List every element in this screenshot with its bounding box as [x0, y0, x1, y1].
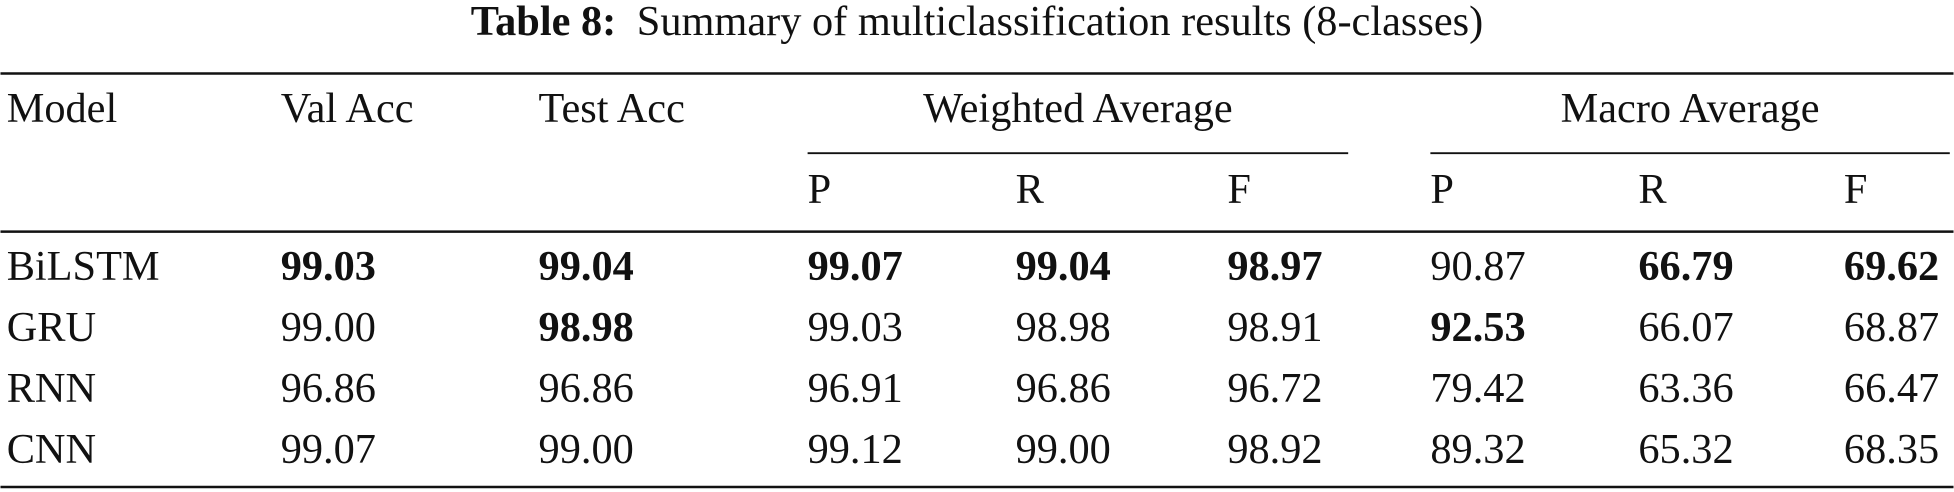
sub-header: R [1638, 166, 1667, 213]
cell: 96.72 [1227, 365, 1322, 412]
cell: 99.00 [539, 426, 634, 473]
cell: 98.92 [1227, 426, 1322, 473]
caption-label: Table 8: [471, 0, 616, 45]
row-label: CNN [7, 426, 96, 473]
row-label: RNN [7, 365, 96, 412]
cell: 79.42 [1430, 365, 1525, 412]
row-label: GRU [7, 304, 96, 351]
row-label: BiLSTM [7, 243, 160, 290]
cell: 96.86 [281, 365, 376, 412]
sub-header: P [808, 166, 832, 213]
group-header: Weighted Average [923, 85, 1233, 132]
cell: 99.03 [808, 304, 903, 351]
cell: 92.53 [1430, 304, 1525, 351]
cell: 68.87 [1844, 304, 1939, 351]
cell: 96.91 [808, 365, 903, 412]
cell: 99.00 [281, 304, 376, 351]
cell: 98.98 [1016, 304, 1111, 351]
cell: 99.04 [539, 243, 634, 290]
sub-header: P [1430, 166, 1454, 213]
cell: 66.07 [1638, 304, 1733, 351]
cell: 99.04 [1016, 243, 1111, 290]
cell: 98.91 [1227, 304, 1322, 351]
column-header: Test Acc [539, 85, 685, 132]
cell: 98.97 [1227, 243, 1322, 290]
cell: 98.98 [539, 304, 634, 351]
cell: 66.79 [1638, 243, 1733, 290]
cell: 99.07 [808, 243, 903, 290]
cell: 90.87 [1430, 243, 1525, 290]
cell: 63.36 [1638, 365, 1733, 412]
sub-header: F [1844, 166, 1868, 213]
cell: 65.32 [1638, 426, 1733, 473]
sub-header: R [1016, 166, 1045, 213]
group-header: Macro Average [1561, 85, 1820, 132]
sub-header: F [1227, 166, 1251, 213]
cell: 96.86 [1016, 365, 1111, 412]
cell: 99.07 [281, 426, 376, 473]
cell: 99.03 [281, 243, 376, 290]
cell: 66.47 [1844, 365, 1939, 412]
column-header: Model [7, 85, 118, 132]
cell: 68.35 [1844, 426, 1939, 473]
cell: 99.12 [808, 426, 903, 473]
caption-text: Summary of multiclassification results (… [637, 0, 1483, 45]
cell: 99.00 [1016, 426, 1111, 473]
cell: 89.32 [1430, 426, 1525, 473]
cell: 96.86 [539, 365, 634, 412]
column-header: Val Acc [281, 85, 414, 132]
cell: 69.62 [1844, 243, 1939, 290]
table-caption: Table 8: Summary of multiclassification … [471, 0, 1483, 45]
